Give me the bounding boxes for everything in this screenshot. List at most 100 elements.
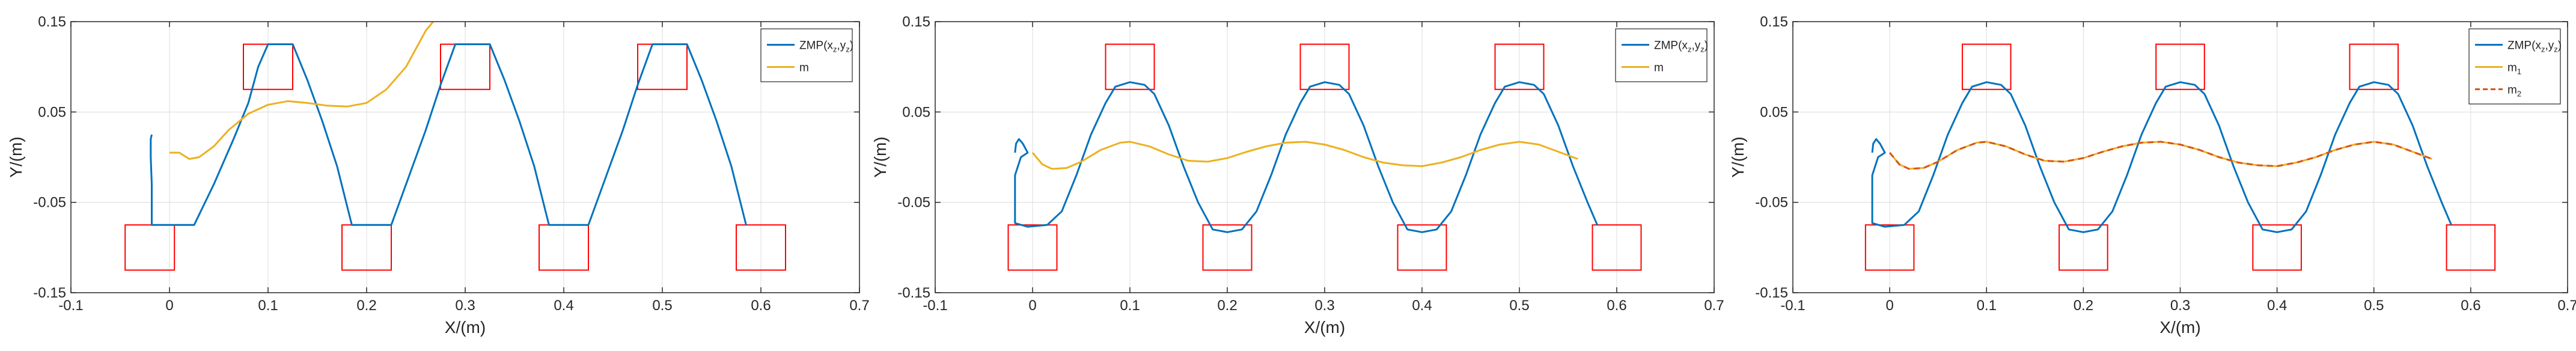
x-tick-label: 0.3 <box>1314 298 1334 314</box>
x-tick-label: -0.1 <box>923 298 947 314</box>
legend-text: ) <box>2558 40 2562 52</box>
footprint-rect <box>1007 224 1058 271</box>
chart-panel-2: -0.1 0 0.1 0.2 0.3 0.4 0.5 0.6 0.7 -0.15 -0.05 0.05… <box>871 14 1724 337</box>
x-tick-label: 0.1 <box>258 298 278 314</box>
y-axis-label: Y/(m) <box>1729 136 1747 177</box>
legend-subscript: z <box>1688 45 1692 54</box>
legend-label: m1 <box>2507 62 2521 76</box>
y-tick-label: 0.15 <box>902 14 930 30</box>
x-tick-label: 0 <box>1028 298 1036 314</box>
y-tick-label: -0.05 <box>33 195 66 211</box>
series-line-zmp <box>1871 81 2452 233</box>
footprint-rect <box>1864 224 1915 271</box>
footprint-rect <box>1299 43 1350 90</box>
legend: ZMP(xz,yz)m <box>1615 28 1708 82</box>
x-tick-label: 0.5 <box>652 298 672 314</box>
y-tick-label: 0.15 <box>38 14 66 30</box>
legend: ZMP(xz,yz)m <box>760 28 853 82</box>
legend-text: ZMP(x <box>1654 40 1688 52</box>
legend-text: m <box>2507 62 2517 75</box>
y-tick-label: 0.05 <box>1760 104 1788 120</box>
x-tick-label: 0.7 <box>2557 298 2576 314</box>
x-tick-label: 0.3 <box>2170 298 2190 314</box>
x-tick-label: 0.5 <box>1509 298 1529 314</box>
x-tick-label: 0.6 <box>1607 298 1626 314</box>
series-line-m <box>1031 141 1578 170</box>
x-axis-label: X/(m) <box>2159 318 2200 337</box>
y-tick-label: -0.15 <box>1755 285 1788 301</box>
legend-subscript: 2 <box>2517 90 2521 99</box>
x-tick-label: 0.1 <box>1120 298 1140 314</box>
y-axis-label: Y/(m) <box>7 136 25 177</box>
x-tick-label: 0.6 <box>751 298 771 314</box>
legend-label: ZMP(xz,yz) <box>2507 40 2562 54</box>
legend-subscript: z <box>1700 45 1705 54</box>
footprint-rect <box>736 224 786 271</box>
legend-subscript: z <box>2541 45 2545 54</box>
legend-box <box>760 28 853 82</box>
footprint-rect <box>124 224 175 271</box>
x-tick-label: 0.7 <box>1704 298 1724 314</box>
chart-panel-1: -0.1 0 0.1 0.2 0.3 0.4 0.5 0.6 0.7 -0.15 -0.05 0.05… <box>7 14 870 337</box>
legend-text: ) <box>850 40 853 52</box>
footprint-rect <box>1592 224 1642 271</box>
legend-text: ,y <box>2545 40 2554 52</box>
x-tick-label: -0.1 <box>1780 298 1805 314</box>
footprint-rect <box>2446 224 2496 271</box>
legend-text: m <box>799 62 809 75</box>
y-tick-label: 0.05 <box>902 104 930 120</box>
legend-text: ZMP(x <box>799 40 833 52</box>
legend-label: m2 <box>2507 84 2521 99</box>
footprint-rect <box>1105 43 1155 90</box>
x-tick-label: 0 <box>165 298 173 314</box>
legend-subscript: z <box>833 45 837 54</box>
y-tick-label: -0.05 <box>1755 195 1788 211</box>
x-tick-label: 0.6 <box>2461 298 2480 314</box>
x-tick-label: 0 <box>1885 298 1893 314</box>
series-line-m <box>169 22 435 160</box>
legend-box <box>1615 28 1708 82</box>
legend-text: ZMP(x <box>2507 40 2541 52</box>
x-tick-label: 0.5 <box>2364 298 2384 314</box>
x-tick-label: 0.2 <box>356 298 376 314</box>
legend-label: ZMP(xz,yz) <box>799 40 853 54</box>
legend-text: m <box>1654 62 1664 75</box>
footprint-rect <box>1494 43 1545 90</box>
x-axis-label: X/(m) <box>1304 318 1345 337</box>
x-tick-label: 0.7 <box>849 298 869 314</box>
x-tick-label: 0.1 <box>1977 298 1997 314</box>
footprint-rect <box>2252 224 2302 271</box>
x-tick-label: 0.4 <box>1412 298 1432 314</box>
legend-text: m <box>2507 84 2517 97</box>
legend-text: ) <box>1705 40 1708 52</box>
legend-subscript: 1 <box>2517 67 2521 76</box>
x-tick-label: 0.3 <box>455 298 475 314</box>
legend-text: ,y <box>837 40 846 52</box>
legend-subscript: z <box>2554 45 2558 54</box>
footprint-rect <box>1397 224 1447 271</box>
series-line-zmp <box>1014 81 1598 233</box>
legend-text: ,y <box>1691 40 1700 52</box>
footprint-rect <box>1202 224 1253 271</box>
chart-panel-3: -0.1 0 0.1 0.2 0.3 0.4 0.5 0.6 0.7 -0.15 -0.05 0.05… <box>1729 14 2576 337</box>
x-tick-label: 0.2 <box>2074 298 2093 314</box>
x-tick-label: 0.4 <box>554 298 573 314</box>
y-tick-label: 0.15 <box>1760 14 1788 30</box>
y-tick-label: -0.05 <box>897 195 930 211</box>
footprint-rect <box>2349 43 2399 90</box>
legend-subscript: z <box>846 45 850 54</box>
legend-label: ZMP(xz,yz) <box>1654 40 1708 54</box>
legend-label: m <box>799 62 809 75</box>
footprint-rect <box>2059 224 2108 271</box>
y-tick-label: 0.05 <box>38 104 66 120</box>
footprint-rect <box>1961 43 2012 90</box>
series-line-zmp <box>150 43 747 226</box>
y-axis-label: Y/(m) <box>871 136 890 177</box>
x-axis-label: X/(m) <box>445 318 486 337</box>
x-tick-label: 0.4 <box>2267 298 2287 314</box>
y-tick-label: -0.15 <box>33 285 66 301</box>
x-tick-label: 0.2 <box>1217 298 1237 314</box>
series-line-m2 <box>1888 141 2432 170</box>
